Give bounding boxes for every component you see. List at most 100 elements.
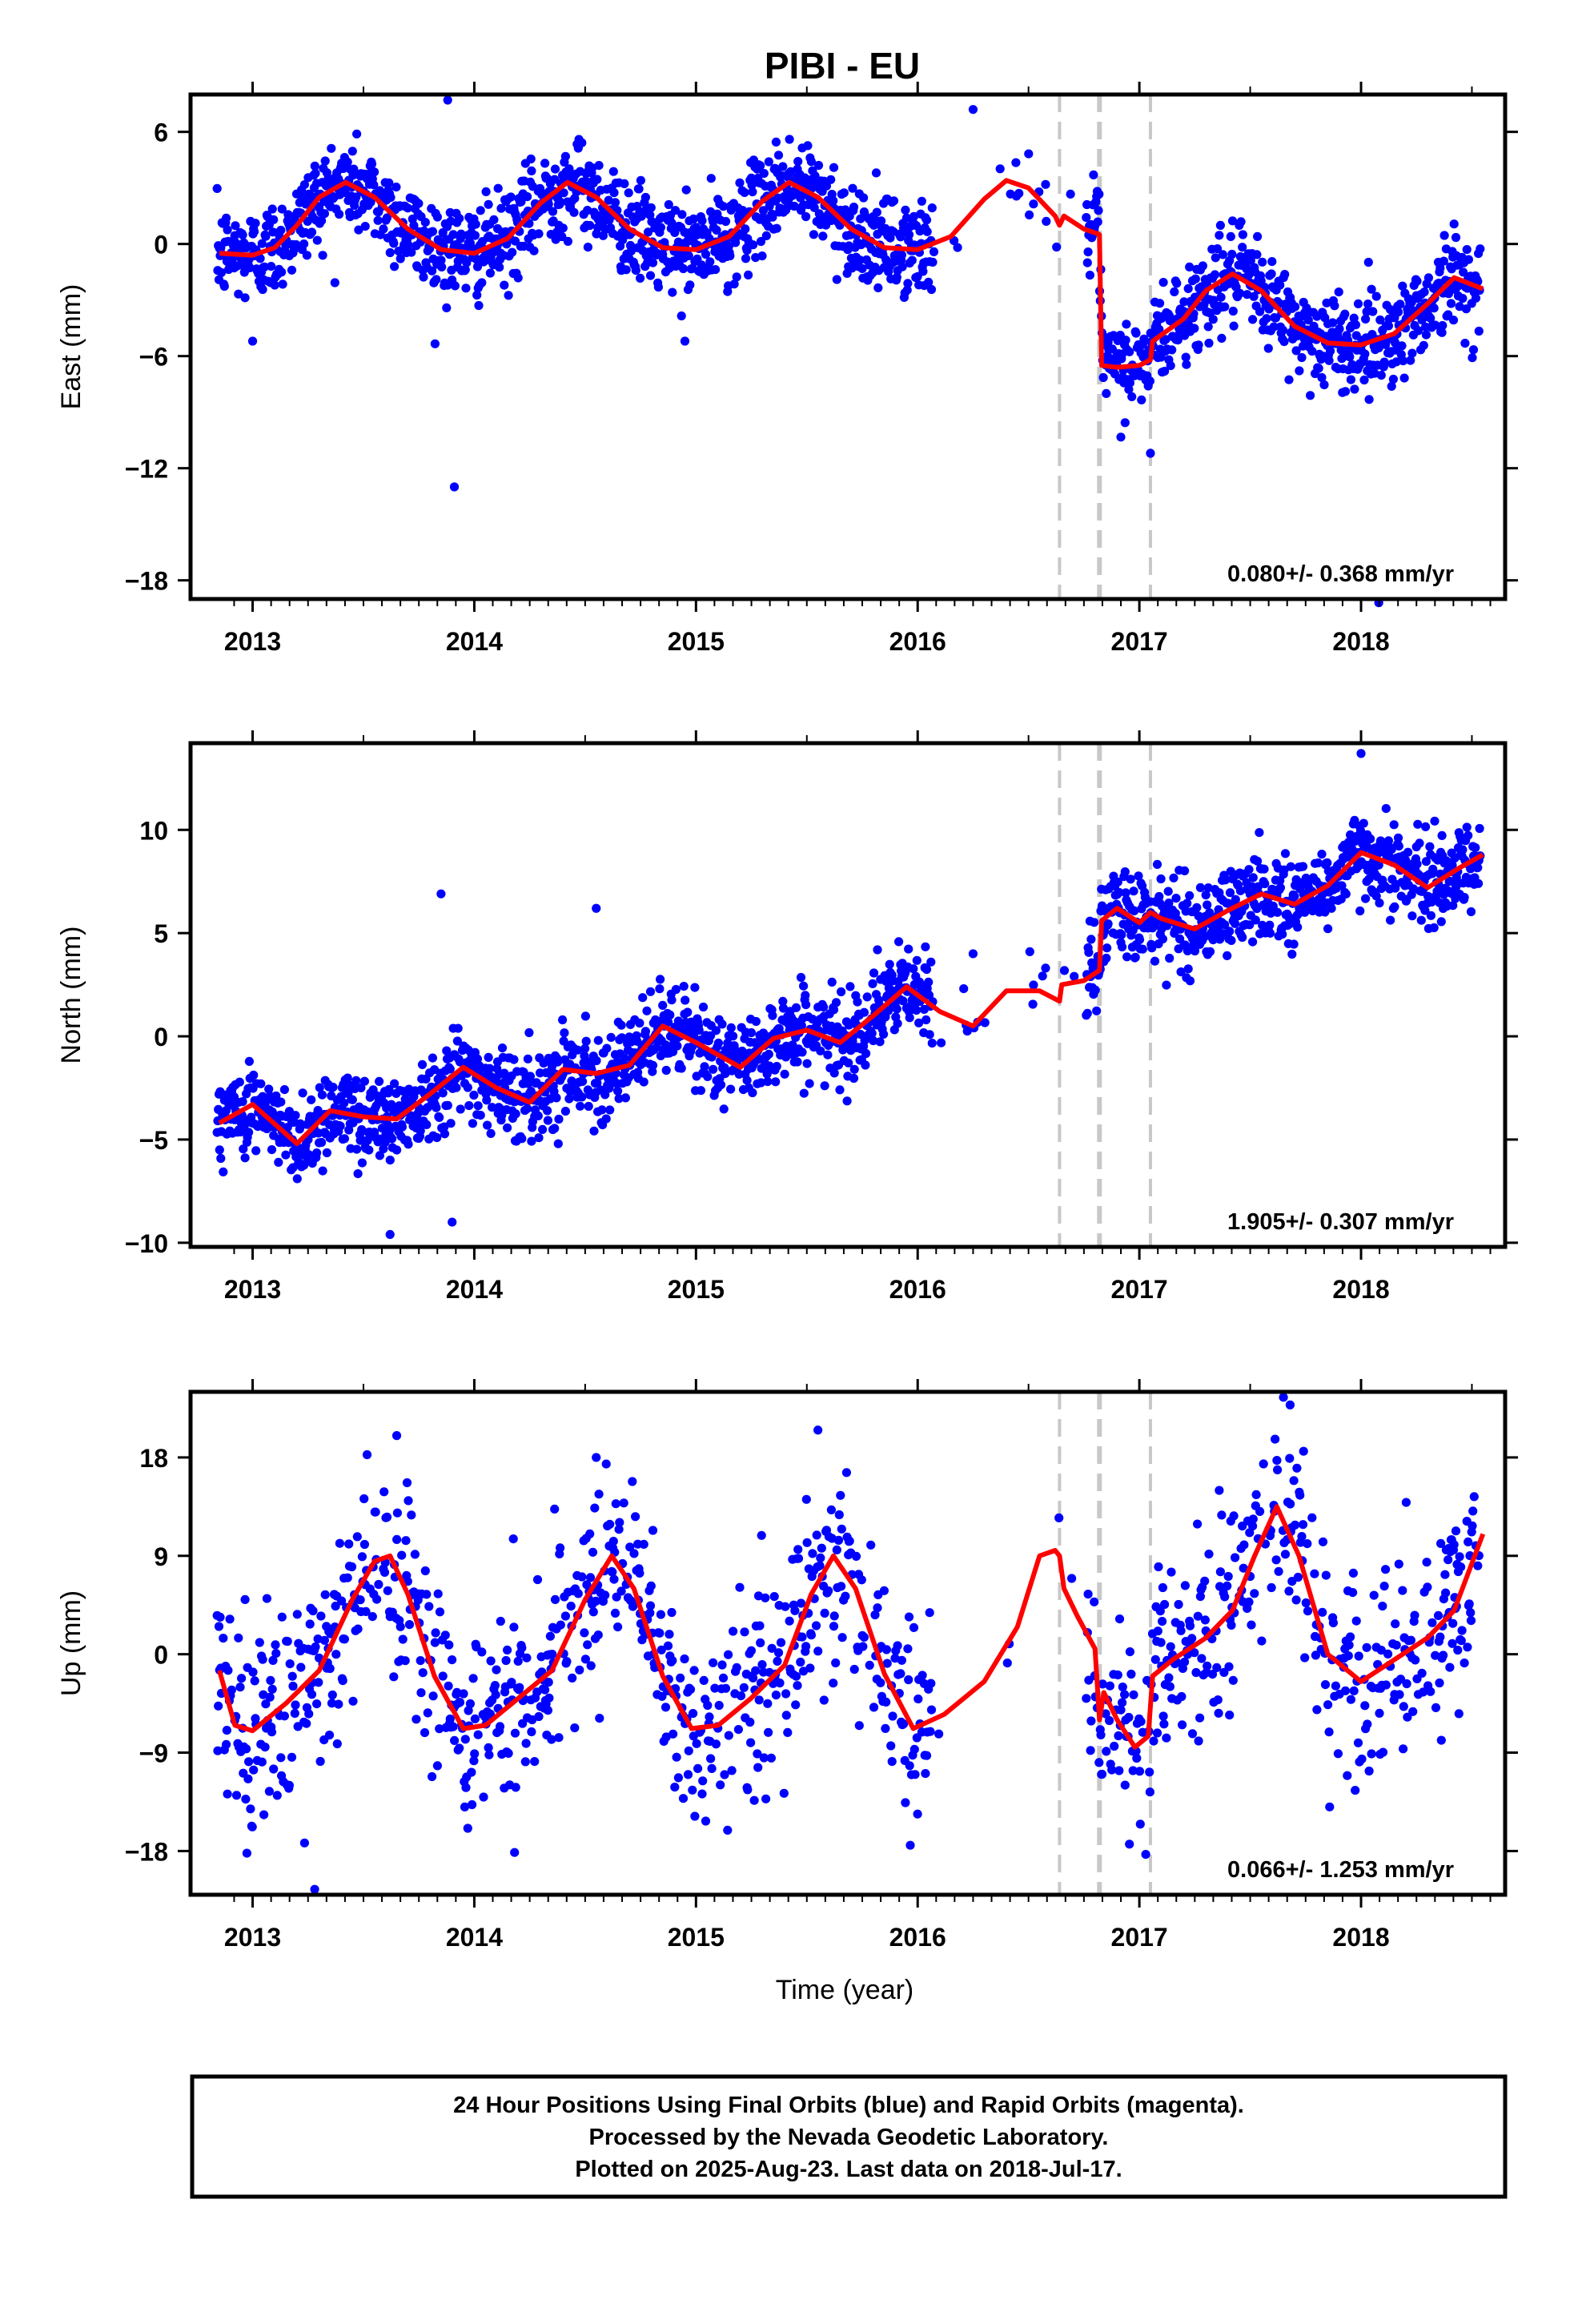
data-point bbox=[332, 1739, 342, 1749]
data-point bbox=[1437, 830, 1447, 840]
data-point bbox=[371, 1507, 380, 1517]
data-point bbox=[311, 168, 320, 178]
data-point bbox=[811, 1621, 821, 1630]
data-point bbox=[590, 1503, 600, 1513]
data-point bbox=[813, 160, 824, 171]
data-point bbox=[344, 1539, 354, 1549]
data-point bbox=[418, 1668, 428, 1678]
data-point bbox=[284, 1780, 294, 1790]
data-point bbox=[1229, 1511, 1239, 1521]
data-point bbox=[419, 272, 428, 282]
data-point bbox=[1167, 345, 1177, 355]
data-point bbox=[869, 968, 879, 978]
data-point bbox=[356, 1083, 366, 1092]
y-tick-label: 5 bbox=[154, 919, 168, 948]
data-point bbox=[456, 1104, 465, 1114]
data-point bbox=[756, 236, 766, 247]
data-point bbox=[829, 1611, 839, 1621]
data-point bbox=[886, 1741, 896, 1751]
data-point bbox=[1129, 1690, 1138, 1699]
data-point bbox=[912, 955, 921, 965]
data-point bbox=[799, 1088, 809, 1098]
data-point bbox=[471, 219, 480, 229]
data-point bbox=[353, 1169, 363, 1179]
data-point bbox=[718, 202, 729, 211]
data-point bbox=[594, 161, 604, 171]
data-point bbox=[359, 1076, 369, 1086]
data-point bbox=[1391, 1640, 1401, 1650]
data-point bbox=[490, 1681, 500, 1691]
data-point bbox=[445, 1064, 455, 1074]
data-point bbox=[1423, 273, 1433, 283]
data-point bbox=[318, 1166, 327, 1176]
data-point bbox=[724, 1650, 733, 1659]
data-point bbox=[334, 1699, 343, 1709]
data-point bbox=[1180, 866, 1190, 875]
data-point bbox=[291, 1111, 300, 1120]
data-point bbox=[769, 1592, 779, 1602]
data-point bbox=[759, 168, 769, 179]
x-tick-label: 2016 bbox=[889, 1275, 946, 1304]
data-point bbox=[848, 183, 857, 193]
data-point bbox=[684, 251, 693, 260]
data-point bbox=[397, 1550, 407, 1560]
data-point bbox=[385, 1229, 395, 1240]
data-point bbox=[1102, 943, 1112, 953]
data-point bbox=[347, 147, 357, 156]
data-point bbox=[276, 225, 286, 235]
data-point bbox=[1154, 1562, 1163, 1572]
data-point bbox=[1468, 353, 1477, 363]
data-point bbox=[1059, 966, 1070, 975]
data-point bbox=[307, 1095, 316, 1104]
data-point bbox=[1295, 1490, 1305, 1500]
data-point bbox=[604, 1084, 614, 1093]
data-point bbox=[1162, 1733, 1171, 1743]
x-tick-label: 2013 bbox=[224, 1275, 281, 1304]
data-point bbox=[214, 1622, 224, 1631]
data-point bbox=[352, 1144, 362, 1154]
data-point bbox=[824, 1586, 833, 1596]
data-point bbox=[379, 224, 388, 234]
data-point bbox=[1361, 894, 1371, 903]
data-point bbox=[1238, 243, 1247, 252]
data-point bbox=[968, 949, 978, 959]
data-point bbox=[277, 204, 287, 214]
data-point bbox=[816, 1553, 825, 1562]
data-point bbox=[556, 197, 565, 207]
data-point bbox=[1260, 879, 1270, 889]
data-point bbox=[726, 1084, 736, 1094]
data-point bbox=[689, 214, 698, 223]
data-point bbox=[1090, 985, 1100, 995]
data-point bbox=[764, 1049, 773, 1059]
data-point bbox=[237, 1674, 247, 1683]
data-point bbox=[560, 1028, 569, 1038]
data-point bbox=[1182, 899, 1192, 908]
data-point bbox=[696, 1086, 706, 1096]
data-point bbox=[1158, 1711, 1168, 1721]
data-point bbox=[430, 339, 440, 348]
data-point bbox=[1118, 1698, 1127, 1707]
data-point bbox=[1399, 356, 1408, 366]
data-point bbox=[897, 250, 906, 259]
data-point bbox=[827, 977, 837, 987]
data-point bbox=[1125, 378, 1134, 388]
data-point bbox=[786, 167, 796, 176]
data-point bbox=[740, 1627, 749, 1637]
data-point bbox=[1038, 971, 1047, 981]
data-point bbox=[404, 240, 413, 250]
data-point bbox=[1388, 374, 1398, 384]
data-point bbox=[909, 1622, 919, 1632]
data-point bbox=[1208, 315, 1218, 324]
data-point bbox=[1125, 347, 1134, 356]
data-point bbox=[1386, 305, 1395, 315]
data-point bbox=[292, 1174, 302, 1184]
data-point bbox=[1429, 923, 1439, 933]
data-point bbox=[1102, 388, 1111, 398]
data-point bbox=[723, 1825, 733, 1835]
data-point bbox=[1228, 306, 1238, 316]
data-point bbox=[1255, 1506, 1265, 1516]
data-point bbox=[1333, 1749, 1343, 1759]
data-point bbox=[773, 1648, 784, 1658]
data-point bbox=[1328, 1618, 1338, 1627]
data-point bbox=[481, 187, 491, 196]
